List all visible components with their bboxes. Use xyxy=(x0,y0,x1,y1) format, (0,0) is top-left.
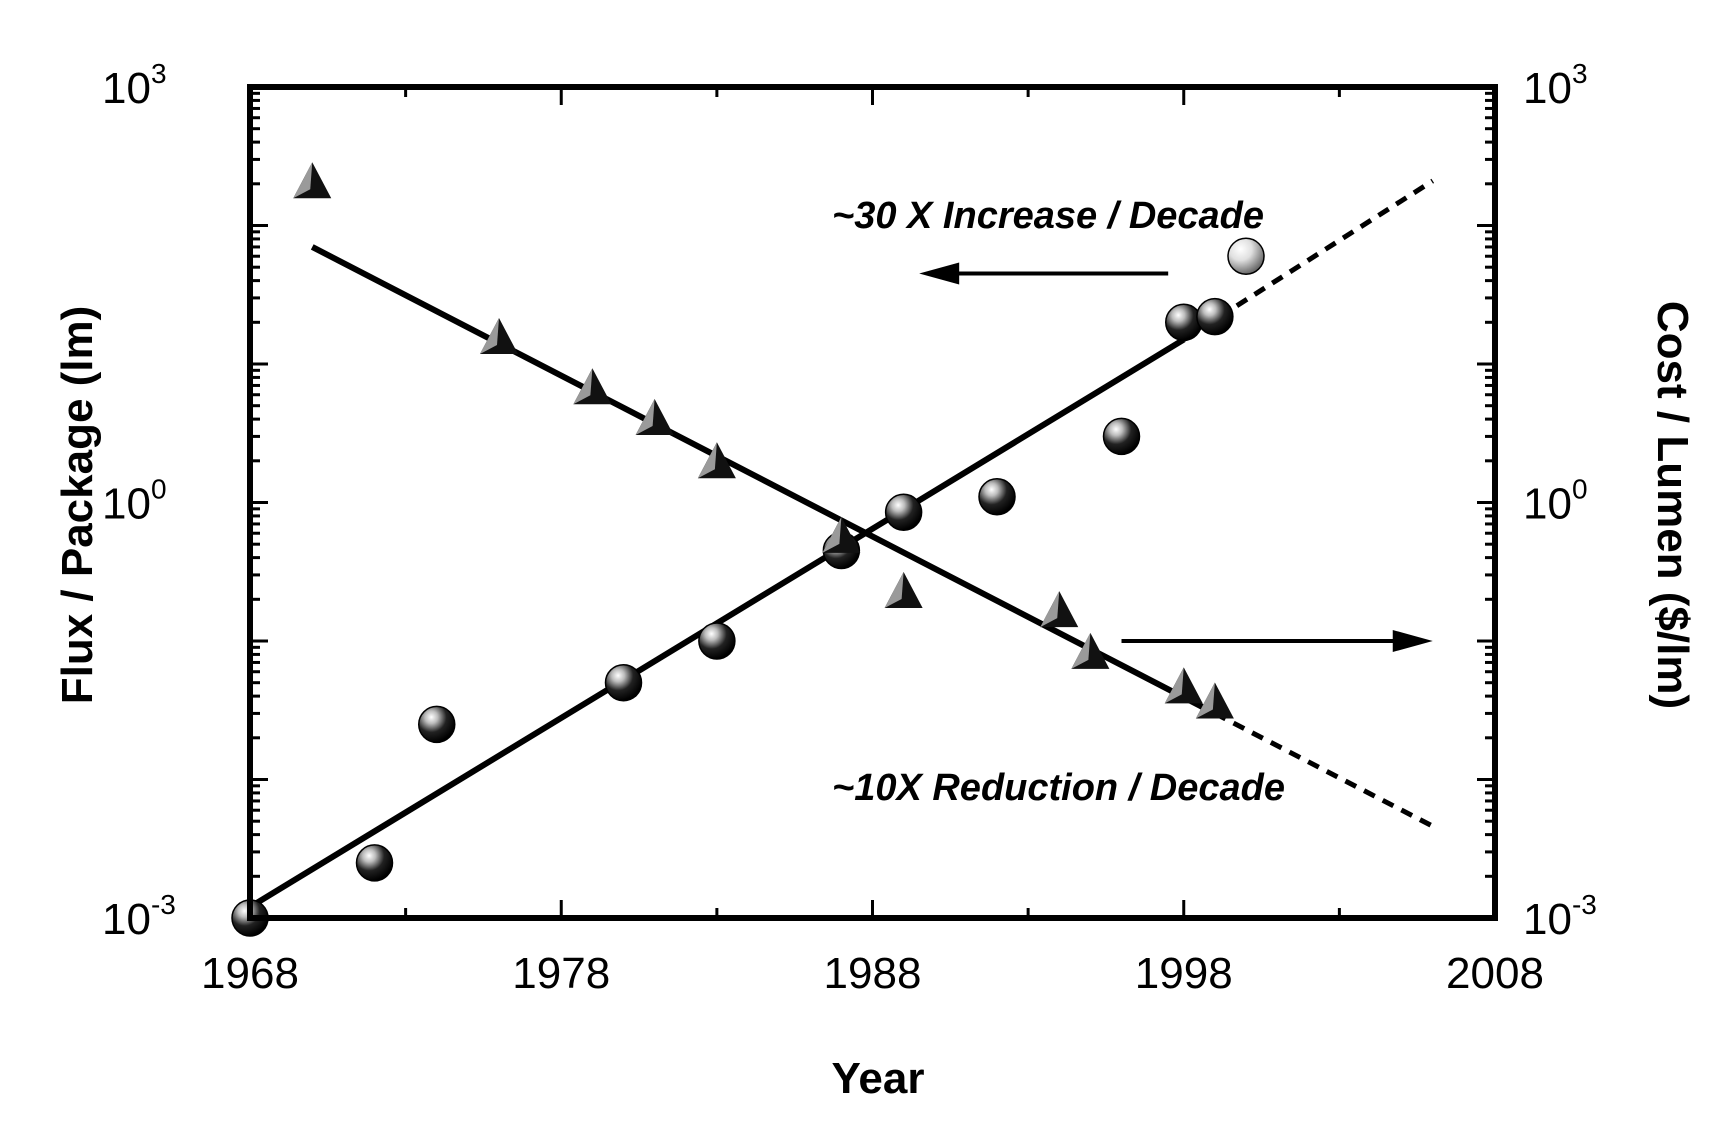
arrow-head xyxy=(1392,630,1433,652)
y-tick-label-left: 103 xyxy=(102,58,167,113)
y-tick-label-right: 10-3 xyxy=(1523,889,1597,944)
triangle-marker-shade xyxy=(1195,682,1215,719)
x-tick-label: 2008 xyxy=(1446,949,1544,998)
plot-frame xyxy=(247,84,1498,921)
sphere-marker xyxy=(698,622,736,660)
data-points xyxy=(231,162,1265,937)
y-tick-label-left: 100 xyxy=(102,474,167,529)
annotation-increase: ~30 X Increase / Decade xyxy=(832,195,1264,237)
x-tick-label: 1988 xyxy=(824,949,922,998)
triangle-marker-shade xyxy=(1040,591,1060,628)
x-tick-label: 1998 xyxy=(1135,949,1233,998)
y-tick-label-right: 100 xyxy=(1523,474,1588,529)
triangle-marker-shade xyxy=(822,516,842,553)
cost-fit-solid xyxy=(310,244,1217,717)
arrows xyxy=(919,262,1433,652)
sphere-marker xyxy=(1102,417,1141,456)
sphere-marker-light xyxy=(1227,237,1265,275)
triangle-marker-shade xyxy=(573,368,593,405)
x-tick-label: 1968 xyxy=(201,949,299,998)
sphere-marker xyxy=(1165,303,1203,342)
y-axis-title-left: Flux / Package (lm) xyxy=(53,306,102,705)
y-axis-title-right: Cost / Lumen ($/lm) xyxy=(1648,301,1697,709)
triangle-marker-shade xyxy=(1071,632,1091,669)
x-axis-title: Year xyxy=(832,1054,925,1103)
triangle-marker-shade xyxy=(1164,667,1184,704)
sphere-marker xyxy=(355,844,394,882)
triangle-marker-shade xyxy=(293,162,313,199)
arrow-head xyxy=(919,262,960,285)
sphere-marker xyxy=(978,478,1016,516)
triangle-marker-shade xyxy=(480,318,499,355)
tick-labels: 1968 1978 1988 1998 2008 10-3 10-3 100 100 103 103 xyxy=(102,58,1597,998)
x-tick-label: 1978 xyxy=(512,949,610,998)
sphere-marker xyxy=(884,493,923,532)
annotation-reduction: ~10X Reduction / Decade xyxy=(832,767,1285,809)
triangle-marker-shade xyxy=(884,571,904,608)
y-tick-label-right: 103 xyxy=(1523,58,1588,113)
y-tick-label-left: 10-3 xyxy=(102,889,176,944)
sphere-marker xyxy=(418,705,456,744)
triangle-marker-shade xyxy=(697,442,717,479)
sphere-marker xyxy=(1196,297,1234,336)
sphere-marker xyxy=(604,663,643,702)
triangle-marker-shade xyxy=(635,399,655,436)
